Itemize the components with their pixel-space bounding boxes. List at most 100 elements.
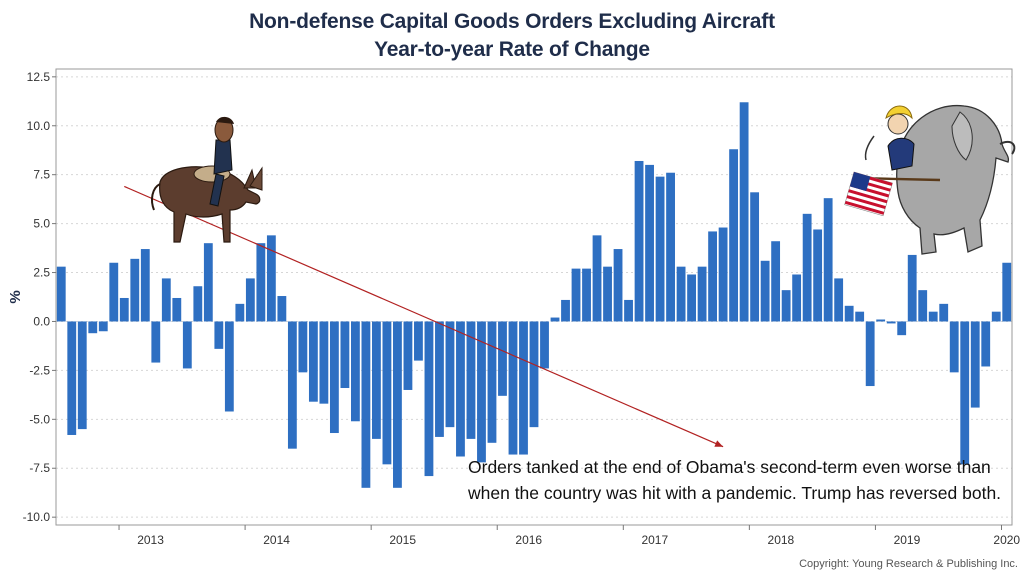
x-tick-label: 2020 — [993, 533, 1020, 547]
bar — [907, 254, 917, 322]
bar — [109, 262, 119, 322]
bar — [676, 266, 686, 322]
bar — [203, 243, 213, 322]
bar — [435, 321, 444, 437]
bar — [781, 290, 791, 322]
bar — [414, 321, 423, 361]
bar — [172, 297, 182, 322]
bar — [928, 311, 938, 322]
y-tick-label: -5.0 — [29, 412, 50, 426]
y-tick-label: 5.0 — [33, 217, 50, 231]
y-axis-label: % — [7, 290, 24, 303]
bar — [655, 176, 665, 322]
x-tick-labels: 2013 2014 2015 2016 2017 2018 2019 2020 — [137, 533, 1020, 547]
bar — [750, 192, 760, 322]
bar — [130, 258, 140, 322]
plot-frame — [55, 68, 1013, 526]
bar — [813, 229, 823, 322]
x-tick-label: 2015 — [389, 533, 416, 547]
bar — [834, 278, 844, 322]
bar — [445, 321, 455, 428]
bar — [340, 321, 350, 389]
bar — [214, 321, 224, 349]
bar — [561, 299, 570, 322]
y-tick-label: -10.0 — [23, 510, 51, 524]
bar — [613, 249, 623, 322]
chart-subtitle: Year-to-year Rate of Change — [374, 38, 650, 61]
bar — [949, 321, 959, 373]
bar — [550, 317, 560, 322]
bar — [98, 321, 108, 332]
bar — [193, 286, 203, 322]
gridlines — [56, 76, 1012, 518]
y-tick-label: -7.5 — [29, 461, 50, 475]
bar — [645, 164, 654, 322]
bar — [687, 274, 696, 322]
bar — [970, 321, 980, 408]
bar — [361, 321, 371, 488]
bar — [245, 278, 255, 322]
bar — [329, 321, 339, 434]
trend-line — [124, 185, 724, 448]
bar — [582, 268, 591, 322]
bar — [634, 160, 644, 322]
bar — [697, 266, 707, 322]
copyright-note: Copyright: Young Research & Publishing I… — [799, 558, 1018, 570]
bar — [56, 266, 66, 322]
bar — [403, 321, 413, 390]
y-tick-label: 12.5 — [27, 70, 51, 84]
bar — [224, 321, 234, 412]
bars — [56, 102, 1012, 488]
y-tick-label: 7.5 — [33, 168, 50, 182]
bar — [624, 299, 633, 322]
bar — [277, 296, 287, 322]
bar — [855, 311, 865, 322]
x-tick-label: 2014 — [263, 533, 290, 547]
bar — [508, 321, 518, 455]
bar — [498, 321, 507, 396]
bar — [487, 321, 497, 443]
bar — [466, 321, 476, 439]
bar — [456, 321, 465, 457]
trend-arrowhead — [714, 440, 724, 447]
axes — [52, 68, 1013, 530]
bar — [382, 321, 392, 465]
bar — [182, 321, 192, 369]
bar — [897, 321, 907, 336]
bar — [161, 278, 171, 322]
x-tick-label: 2013 — [137, 533, 164, 547]
bar — [151, 321, 161, 363]
bar — [991, 311, 1001, 322]
x-tick-label: 2018 — [768, 533, 795, 547]
bar — [266, 235, 276, 322]
donkey-rider-cartoon — [151, 116, 263, 243]
bar — [235, 303, 245, 322]
bar — [424, 321, 434, 477]
bar — [77, 321, 87, 430]
bar — [287, 321, 297, 449]
bar — [477, 321, 486, 463]
bar — [298, 321, 308, 373]
bar — [771, 241, 781, 322]
bar — [350, 321, 360, 422]
bar — [256, 243, 266, 322]
bar — [886, 321, 896, 324]
bar — [802, 213, 812, 322]
bar — [960, 321, 970, 465]
y-tick-labels: 12.5 10.0 7.5 5.0 2.5 0.0 -2.5 -5.0 -7.5 -10.0% — [7, 70, 50, 524]
bar — [88, 321, 98, 334]
x-tick-label: 2019 — [894, 533, 921, 547]
y-tick-label: -2.5 — [29, 363, 50, 377]
bar — [844, 305, 854, 322]
bar — [739, 102, 749, 322]
bar — [1002, 262, 1012, 322]
y-tick-label: 10.0 — [27, 119, 51, 133]
bar — [823, 198, 833, 322]
bar — [393, 321, 402, 488]
bar — [865, 321, 875, 387]
trend-line-segment — [124, 185, 724, 448]
x-tick-label: 2016 — [515, 533, 542, 547]
bar — [119, 297, 129, 322]
bar — [319, 321, 329, 404]
